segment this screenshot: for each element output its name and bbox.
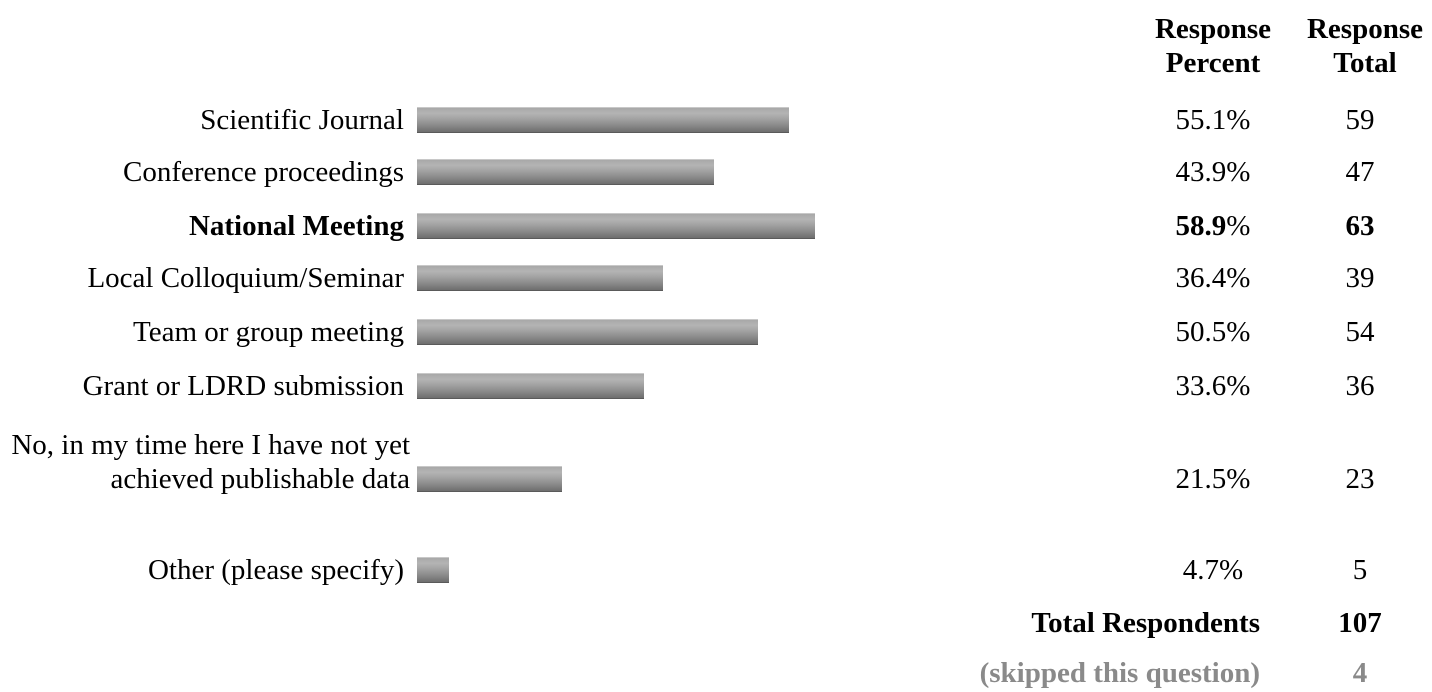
response-percent-sign: % [1226, 210, 1251, 242]
skipped-question-label: (skipped this question) [979, 657, 1260, 689]
category-label: No, in my time here I have not yet achie… [11, 429, 410, 495]
header-response-percent: Response Percent [1128, 12, 1298, 80]
response-percent-value: 55.1% [1175, 104, 1251, 136]
response-percent-value: 21.5% [1175, 463, 1251, 495]
header-percent-line1: Response [1154, 13, 1271, 45]
category-label: Scientific Journal [200, 104, 404, 136]
bar [417, 466, 563, 492]
bar [417, 213, 816, 239]
response-percent-value: 43.9% [1175, 156, 1251, 188]
category-label: Team or group meeting [133, 316, 404, 348]
response-total-value: 23 [1345, 463, 1375, 495]
bar [417, 319, 759, 345]
response-total-value: 63 [1345, 210, 1375, 242]
category-label: Local Colloquium/Seminar [87, 262, 404, 294]
response-percent-value: 4.7% [1182, 554, 1244, 586]
bar [417, 107, 790, 133]
response-percent-value: 33.6% [1175, 370, 1251, 402]
bar [417, 265, 664, 291]
category-label: Conference proceedings [122, 156, 404, 188]
category-label: Other (please specify) [147, 554, 404, 586]
response-total-value: 47 [1345, 156, 1375, 188]
response-total-value: 59 [1345, 104, 1375, 136]
response-percent-value: 36.4% [1175, 262, 1251, 294]
bar [417, 159, 714, 185]
header-percent-line2: Percent [1165, 47, 1261, 79]
category-label: National Meeting [188, 210, 404, 242]
total-respondents-value: 107 [1338, 607, 1382, 639]
response-total-value: 54 [1345, 316, 1375, 348]
bar [417, 557, 449, 583]
response-total-value: 5 [1352, 554, 1368, 586]
response-total-value: 36 [1345, 370, 1375, 402]
header-total-line2: Total [1333, 47, 1397, 79]
category-label: Grant or LDRD submission [82, 370, 404, 402]
response-total-value: 39 [1345, 262, 1375, 294]
response-percent-value: 58.9% [1128, 209, 1298, 243]
skipped-question-value: 4 [1352, 657, 1368, 689]
response-percent-number: 58.9 [1175, 210, 1227, 242]
total-respondents-label: Total Respondents [1031, 607, 1260, 639]
bar [417, 373, 645, 399]
response-percent-value: 50.5% [1175, 316, 1251, 348]
header-response-total: Response Total [1300, 12, 1430, 80]
header-total-line1: Response [1306, 13, 1423, 45]
